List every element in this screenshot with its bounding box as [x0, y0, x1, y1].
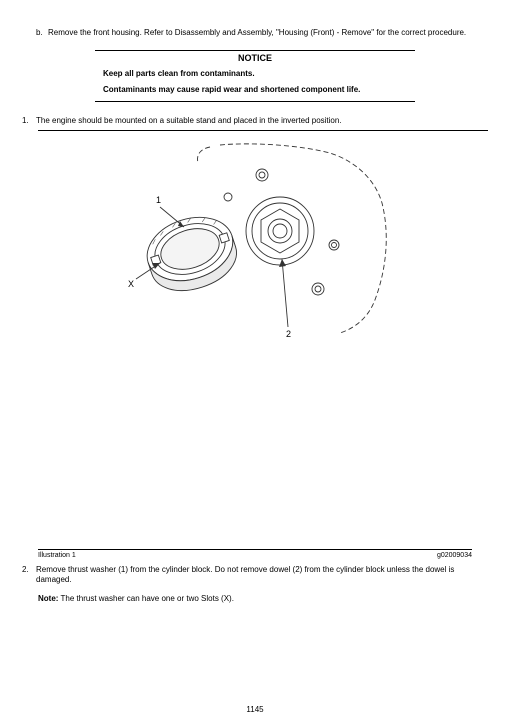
step-b: b.Remove the front housing. Refer to Dis… — [36, 28, 488, 38]
note: Note: The thrust washer can have one or … — [38, 594, 488, 603]
step-1: 1.The engine should be mounted on a suit… — [22, 116, 488, 126]
step-b-text: Remove the front housing. Refer to Disas… — [48, 28, 466, 37]
illustration-figure: 1 X 2 — [22, 139, 488, 339]
step-b-marker: b. — [36, 28, 48, 38]
notice-line-1: Keep all parts clean from contaminants. — [103, 69, 415, 79]
note-label: Note: — [38, 594, 58, 603]
notice-box: NOTICE Keep all parts clean from contami… — [95, 50, 415, 102]
note-text: The thrust washer can have one or two Sl… — [58, 594, 234, 603]
step-2: 2.Remove thrust washer (1) from the cyli… — [22, 565, 488, 586]
step-2-marker: 2. — [22, 565, 36, 575]
page-number: 1145 — [0, 705, 510, 714]
illustration-svg: 1 X 2 — [100, 139, 410, 339]
notice-rule-bottom — [95, 101, 415, 102]
callout-x: X — [128, 279, 134, 289]
notice-line-2: Contaminants may cause rapid wear and sh… — [103, 85, 415, 95]
callout-1: 1 — [156, 195, 161, 205]
step-2-text: Remove thrust washer (1) from the cylind… — [36, 565, 476, 586]
illustration-caption: Illustration 1 g02009034 — [38, 552, 472, 559]
callout-2: 2 — [286, 329, 291, 339]
rule-under-step-1 — [38, 130, 488, 131]
notice-title: NOTICE — [95, 53, 415, 63]
notice-rule-top — [95, 50, 415, 51]
step-1-text: The engine should be mounted on a suitab… — [36, 116, 342, 125]
illustration-code: g02009034 — [437, 552, 472, 559]
illustration-label: Illustration 1 — [38, 552, 76, 559]
rule-above-caption — [38, 549, 472, 550]
step-1-marker: 1. — [22, 116, 36, 126]
